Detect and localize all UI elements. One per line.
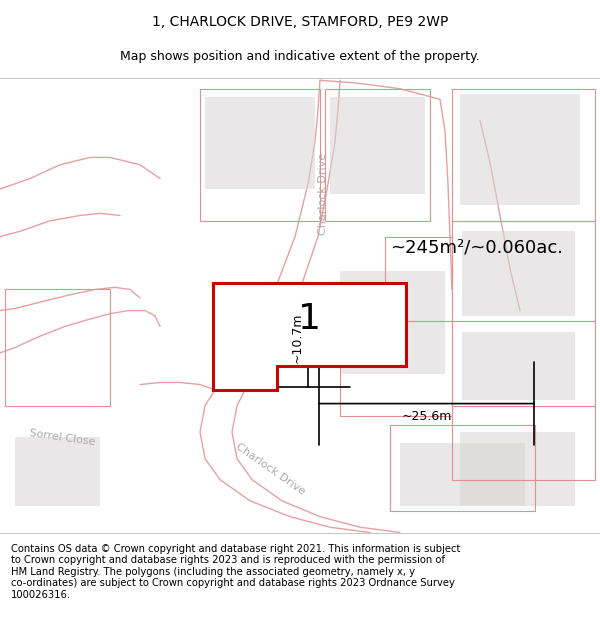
Text: 1, CHARLOCK DRIVE, STAMFORD, PE9 2WP: 1, CHARLOCK DRIVE, STAMFORD, PE9 2WP bbox=[152, 15, 448, 29]
Bar bbox=[5, 289, 110, 406]
Text: Charlock Drive: Charlock Drive bbox=[233, 441, 307, 497]
Text: ~25.6m: ~25.6m bbox=[401, 409, 452, 422]
Bar bbox=[390, 425, 535, 511]
Bar bbox=[205, 97, 315, 189]
Bar bbox=[385, 237, 452, 321]
Bar bbox=[452, 221, 595, 321]
Bar bbox=[330, 97, 425, 194]
Bar bbox=[460, 432, 575, 506]
Text: 1: 1 bbox=[298, 302, 321, 336]
Text: Map shows position and indicative extent of the property.: Map shows position and indicative extent… bbox=[120, 50, 480, 62]
Polygon shape bbox=[213, 282, 406, 390]
Bar bbox=[340, 271, 445, 374]
Bar bbox=[452, 406, 595, 479]
Bar bbox=[460, 94, 580, 205]
Bar bbox=[452, 89, 595, 221]
Text: ~10.7m: ~10.7m bbox=[291, 313, 304, 363]
Text: Contains OS data © Crown copyright and database right 2021. This information is : Contains OS data © Crown copyright and d… bbox=[11, 544, 460, 600]
Bar bbox=[462, 231, 575, 316]
Text: Sorrel Close: Sorrel Close bbox=[28, 428, 95, 447]
Bar bbox=[400, 442, 525, 506]
Bar bbox=[15, 438, 100, 506]
Bar bbox=[452, 321, 595, 406]
Bar bbox=[462, 332, 575, 401]
Bar bbox=[200, 89, 320, 221]
Bar bbox=[325, 89, 430, 221]
Text: Charlock Drive: Charlock Drive bbox=[318, 153, 328, 236]
Bar bbox=[340, 321, 452, 416]
Text: ~245m²/~0.060ac.: ~245m²/~0.060ac. bbox=[390, 238, 563, 256]
